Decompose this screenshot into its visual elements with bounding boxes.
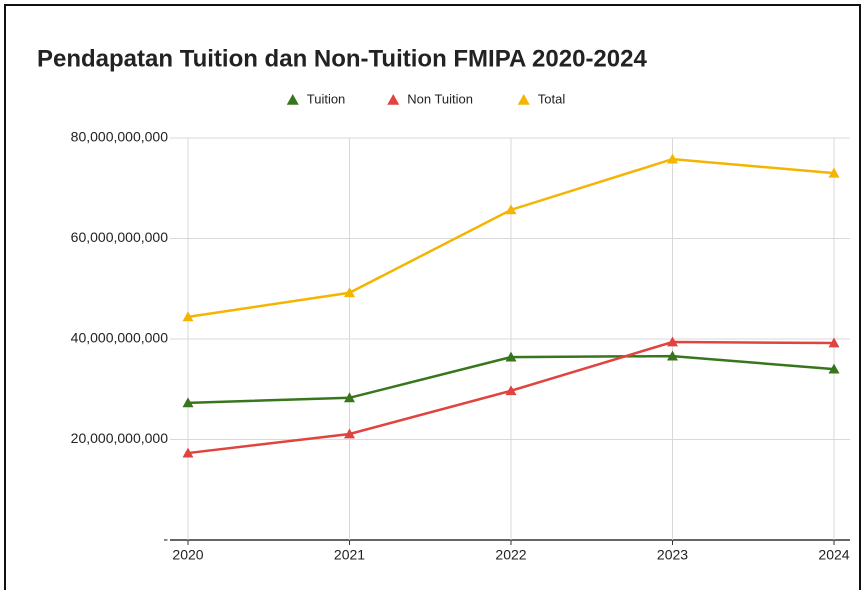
x-tick-label: 2022	[495, 547, 526, 563]
legend-label: Non Tuition	[407, 91, 473, 106]
point-marker	[182, 397, 194, 408]
point-marker	[344, 428, 355, 439]
legend-marker	[387, 94, 400, 105]
legend-marker	[517, 94, 530, 105]
point-marker	[505, 351, 517, 362]
point-marker	[828, 337, 840, 348]
point-marker	[667, 336, 678, 347]
point-marker	[667, 350, 678, 361]
point-marker	[828, 167, 840, 178]
y-tick-label: 60,000,000,000	[71, 229, 169, 245]
y-tick-label: 20,000,000,000	[71, 430, 169, 446]
legend-marker	[286, 94, 299, 105]
point-marker	[505, 385, 517, 396]
x-tick-label: 2020	[172, 547, 203, 563]
y-tick-label: 40,000,000,000	[71, 330, 169, 346]
x-tick-label: 2024	[818, 547, 849, 563]
x-tick-label: 2021	[334, 547, 365, 563]
point-marker	[344, 392, 355, 403]
y-tick-label: 80,000,000,000	[71, 129, 169, 145]
point-marker	[182, 311, 194, 322]
legend-label: Tuition	[307, 91, 346, 106]
chart-title: Pendapatan Tuition dan Non-Tuition FMIPA…	[37, 45, 647, 72]
legend: Tuition Non Tuition Total	[286, 91, 566, 106]
x-tick-label: 2023	[657, 547, 688, 563]
legend-label: Total	[538, 91, 566, 106]
point-marker	[667, 153, 678, 164]
point-marker	[344, 287, 355, 298]
y-tick-label: -	[163, 531, 168, 547]
point-marker	[828, 363, 840, 374]
point-marker	[182, 447, 194, 458]
point-marker	[505, 204, 517, 215]
frame	[4, 4, 861, 590]
